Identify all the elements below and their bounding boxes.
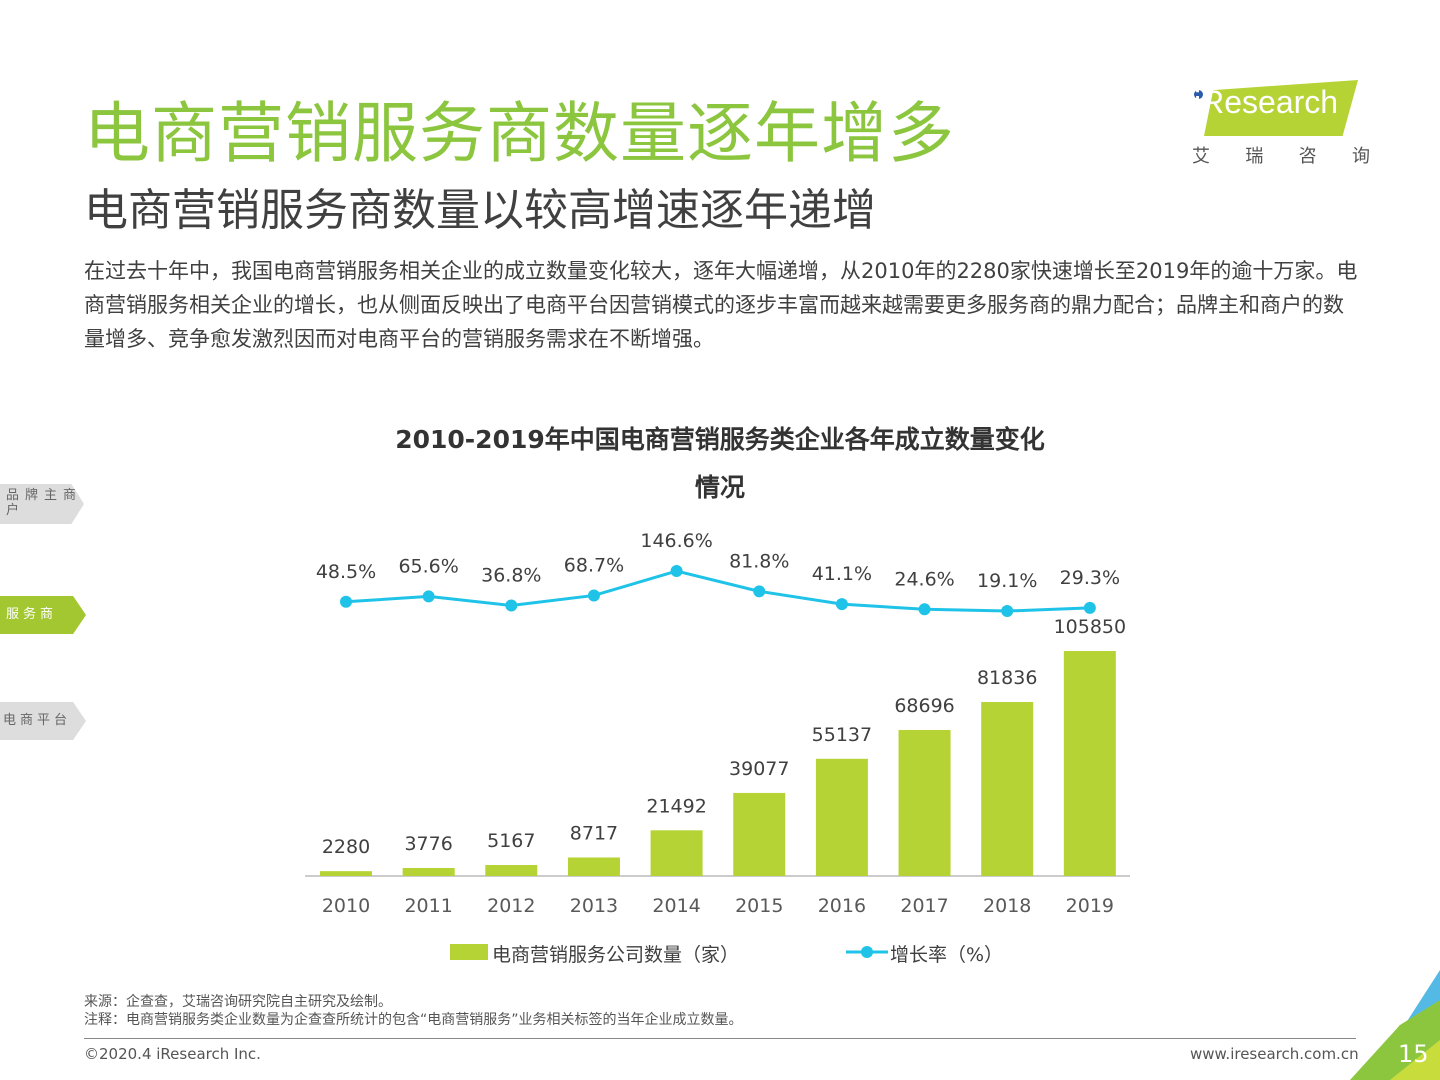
growth-rate-point [422,590,435,603]
bar-2019 [1063,651,1116,876]
copyright: ©2020.4 iResearch Inc. [84,1045,261,1063]
growth-rate-line [345,569,1090,613]
bar-2015 [733,792,786,876]
bar-2016 [815,758,868,876]
bar-value-label: 8717 [570,822,618,844]
growth-rate-point [835,598,848,611]
bar-value-label: 105850 [1054,616,1127,638]
bar-value-label: 81836 [977,667,1037,689]
website-link[interactable]: www.iresearch.com.cn [1190,1045,1359,1063]
x-tick-label: 2016 [818,895,866,917]
source-note: 来源：企查查，艾瑞咨询研究院自主研究及绘制。 [84,994,392,1010]
side-nav-service-provider[interactable]: 服务商 [0,596,86,634]
corner-decoration [1350,970,1440,1080]
growth-rate-label: 36.8% [481,564,541,586]
x-tick-label: 2015 [735,895,783,917]
chart-title-line2: 情况 [695,473,745,502]
growth-rate-label: 146.6% [640,530,712,552]
growth-rate-point [670,565,683,577]
bar-2011 [402,867,455,876]
page-number: 15 [1398,1040,1429,1068]
footer-divider [84,1038,1356,1039]
growth-rate-label: 68.7% [564,554,624,576]
growth-rate-point [587,589,600,602]
x-tick-label: 2011 [404,895,452,917]
legend-line-marker [861,946,873,958]
page-subtitle: 电商营销服务商数量以较高增速逐年递增 [84,185,876,236]
legend-bar-label: 电商营销服务公司数量（家） [492,944,739,966]
growth-rate-label: 65.6% [398,555,458,577]
iresearch-logo: iResearch 艾瑞咨询 [1190,76,1370,167]
x-tick-label: 2010 [322,895,370,917]
page-title: 电商营销服务商数量逐年增多 [84,95,955,172]
annotation-note: 注释：电商营销服务类企业数量为企查查所统计的包含“电商营销服务”业务相关标签的当… [84,1012,743,1028]
x-tick-label: 2017 [900,895,948,917]
side-nav-brand-merchant[interactable]: 品牌主商户 [0,484,84,524]
bar-value-label: 3776 [404,833,452,855]
x-tick-label: 2019 [1066,895,1114,917]
growth-rate-label: 19.1% [977,570,1037,592]
x-tick-label: 2013 [570,895,618,917]
bar-value-label: 2280 [322,836,370,858]
x-tick-label: 2014 [652,895,700,917]
bar-2013 [567,857,620,876]
x-tick-label: 2018 [983,895,1031,917]
bar-value-label: 68696 [894,695,954,717]
growth-rate-label: 48.5% [316,561,376,583]
growth-rate-label: 24.6% [894,568,954,590]
growth-rate-label: 29.3% [1060,567,1120,589]
footnotes: 来源：企查查，艾瑞咨询研究院自主研究及绘制。 注释：电商营销服务类企业数量为企查… [84,993,743,1029]
legend-line-label: 增长率（%） [890,944,1003,966]
bar-2017 [898,729,951,876]
bar-value-label: 21492 [646,795,706,817]
bar-2010 [320,871,372,876]
x-tick-label: 2012 [487,895,535,917]
growth-rate-point [340,595,352,608]
bar-value-label: 39077 [729,758,789,780]
legend: 电商营销服务公司数量（家） 增长率（%） [450,944,1003,966]
growth-rate-point [1083,601,1096,614]
side-nav-ecommerce-platform[interactable]: 电商平台 [0,702,86,740]
growth-rate-label: 81.8% [729,550,789,572]
growth-rate-label: 41.1% [812,563,872,585]
bar-2014 [650,830,703,876]
growth-rate-point [918,603,931,616]
bar-2012 [485,865,538,876]
description: 在过去十年中，我国电商营销服务相关企业的成立数量变化较大，逐年大幅递增，从201… [84,259,1358,351]
growth-rate-point [505,599,518,612]
growth-rate-point [1001,605,1014,618]
bar-value-label: 55137 [812,724,872,746]
chart-title: 2010-2019年中国电商营销服务类企业各年成立数量变化 [395,425,1045,454]
growth-rate-point [753,585,766,598]
legend-bar-swatch [450,944,488,960]
bar-2018 [981,702,1034,876]
bar-value-label: 5167 [487,830,535,852]
